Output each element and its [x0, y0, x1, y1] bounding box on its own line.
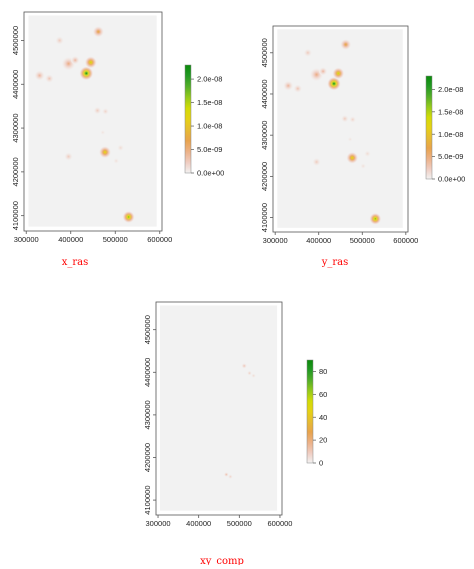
x-tick-label: 600000	[267, 519, 292, 528]
legend-tick-label: 80	[319, 367, 327, 376]
legend-tick-label: 1.5e-08	[197, 98, 222, 107]
panel-y-ras: 300000 400000 500000 600000 4100000 4200000 43…	[260, 25, 465, 268]
plot-frame	[272, 25, 409, 233]
x-tick-label: 400000	[306, 236, 331, 245]
legend-tick-label: 1.0e-08	[438, 130, 463, 139]
hotspot	[64, 152, 73, 161]
y-tick-label: 4200000	[143, 443, 152, 472]
y-tick-label: 4300000	[143, 400, 152, 429]
y-tick-label: 4100000	[11, 201, 20, 230]
x-tick-label: 300000	[146, 519, 171, 528]
hotspot	[340, 38, 352, 51]
hotspot	[70, 55, 80, 65]
legend-colorbar	[184, 64, 192, 174]
hotspot	[84, 56, 98, 69]
legend-tick-label: 5.0e-09	[438, 152, 463, 161]
hotspot	[93, 106, 102, 115]
x-tick-label: 400000	[58, 235, 83, 244]
legend-tick-label: 0.0e+00	[438, 175, 465, 184]
hotspot	[369, 212, 382, 225]
hotspot	[293, 84, 303, 93]
hotspot	[101, 107, 110, 115]
hotspot	[349, 116, 357, 124]
hotspot	[327, 76, 341, 91]
hotspot	[223, 472, 229, 478]
panel-xy-comp: 300000 400000 500000 600000 4100000 4200000 43…	[143, 301, 327, 567]
legend-tick-label: 2.0e-08	[197, 75, 222, 84]
hotspot	[122, 210, 135, 224]
legend-tick-label: 1.0e-08	[197, 122, 222, 131]
hotspot	[246, 370, 252, 376]
x-tick-label: 300000	[14, 235, 39, 244]
hotspot	[117, 144, 125, 152]
legend-colorbar	[425, 75, 433, 180]
hotspot	[364, 150, 371, 158]
hotspot	[44, 74, 54, 84]
legend-tick-label: 1.5e-08	[438, 107, 463, 116]
hotspot	[318, 66, 328, 76]
hotspot	[340, 114, 349, 123]
hotspot	[113, 157, 120, 165]
hotspot	[55, 36, 65, 45]
y-tick-label: 4200000	[11, 157, 20, 186]
raster-extent	[160, 305, 278, 511]
legend-tick-label: 0	[319, 459, 323, 468]
hotspot	[34, 70, 45, 81]
x-tick-label: 600000	[147, 235, 172, 244]
legend-tick-label: 40	[319, 413, 327, 422]
raster-extent	[277, 29, 403, 228]
x-tick-label: 500000	[227, 519, 252, 528]
legend-tick-label: 60	[319, 390, 327, 399]
y-tick-label: 4100000	[143, 485, 152, 514]
y-tick-label: 4400000	[11, 70, 20, 99]
hotspot	[332, 67, 345, 80]
x-tick-label: 600000	[393, 236, 418, 245]
hotspot	[227, 474, 233, 480]
y-tick-label: 4200000	[260, 162, 269, 191]
hotspot	[241, 363, 248, 369]
hotspot	[98, 145, 112, 159]
legend-tick-label: 2.0e-08	[438, 85, 463, 94]
hotspot	[346, 151, 359, 164]
y-tick-label: 4300000	[11, 113, 20, 142]
hotspot	[360, 163, 367, 170]
legend-tick-label: 5.0e-09	[197, 145, 222, 154]
hotspot	[79, 66, 94, 81]
hotspot	[251, 373, 257, 379]
legend-colorbar	[306, 359, 314, 464]
plot-frame	[23, 11, 163, 232]
hotspot	[303, 48, 313, 58]
legend-tick-label: 20	[319, 436, 327, 445]
x-tick-label: 500000	[350, 236, 375, 245]
panel-title: xy_comp	[200, 556, 244, 565]
x-tick-label: 500000	[103, 235, 128, 244]
x-tick-label: 400000	[186, 519, 211, 528]
panel-title: y_ras	[321, 257, 349, 268]
y-tick-label: 4100000	[260, 203, 269, 232]
hotspot	[347, 136, 353, 142]
plot-frame	[155, 301, 283, 516]
y-tick-label: 4300000	[260, 121, 269, 150]
y-tick-label: 4500000	[143, 315, 152, 344]
hotspot	[92, 25, 105, 38]
legend-tick-label: 0.0e+00	[197, 169, 224, 178]
x-tick-label: 300000	[263, 236, 288, 245]
y-tick-label: 4400000	[260, 79, 269, 108]
y-tick-label: 4500000	[11, 26, 20, 55]
y-tick-label: 4400000	[143, 358, 152, 387]
y-tick-label: 4500000	[260, 38, 269, 67]
hotspot	[312, 157, 321, 167]
panel-title: x_ras	[62, 257, 89, 268]
raster-extent	[28, 15, 157, 227]
hotspot	[283, 80, 294, 91]
hotspot	[100, 129, 106, 136]
panel-x-ras: 300000 400000 500000 600000 4100000 4200000 43…	[11, 11, 224, 268]
